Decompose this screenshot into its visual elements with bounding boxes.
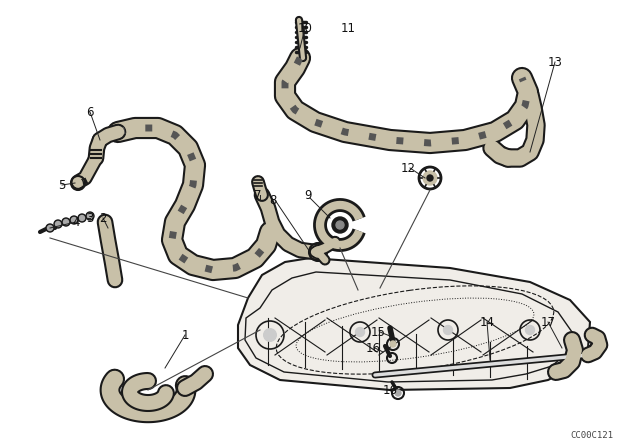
- Circle shape: [427, 175, 433, 181]
- Text: 12: 12: [401, 161, 415, 175]
- Text: 7: 7: [254, 189, 262, 202]
- Circle shape: [72, 217, 77, 223]
- Circle shape: [63, 220, 68, 224]
- Circle shape: [74, 179, 82, 187]
- Text: 16: 16: [383, 383, 397, 396]
- Text: 9: 9: [304, 189, 312, 202]
- Text: 14: 14: [479, 315, 495, 328]
- Text: 13: 13: [548, 56, 563, 69]
- Circle shape: [336, 221, 344, 229]
- Circle shape: [88, 214, 93, 219]
- Circle shape: [79, 215, 84, 220]
- Polygon shape: [238, 258, 590, 390]
- Circle shape: [46, 224, 54, 232]
- Text: 5: 5: [58, 178, 66, 191]
- Text: CC00C121: CC00C121: [570, 431, 614, 439]
- Circle shape: [423, 171, 437, 185]
- Text: 11: 11: [340, 22, 355, 34]
- Circle shape: [62, 218, 70, 226]
- Text: 16: 16: [365, 341, 381, 354]
- Circle shape: [313, 247, 323, 257]
- Circle shape: [78, 214, 86, 222]
- Circle shape: [390, 341, 396, 347]
- Text: 17: 17: [541, 315, 556, 328]
- Text: 4: 4: [72, 215, 80, 228]
- Circle shape: [70, 216, 78, 224]
- Text: 8: 8: [269, 194, 276, 207]
- Circle shape: [56, 221, 61, 227]
- Circle shape: [395, 390, 401, 396]
- Circle shape: [332, 217, 348, 233]
- Circle shape: [444, 326, 452, 335]
- Text: 2: 2: [99, 211, 107, 224]
- Circle shape: [525, 326, 534, 335]
- Text: 3: 3: [86, 211, 93, 224]
- Circle shape: [54, 220, 62, 228]
- Circle shape: [86, 212, 94, 220]
- Text: 15: 15: [371, 326, 385, 339]
- Text: 6: 6: [86, 105, 93, 119]
- Text: 10: 10: [298, 22, 312, 34]
- Circle shape: [264, 329, 276, 341]
- Circle shape: [355, 327, 365, 336]
- Circle shape: [47, 225, 52, 231]
- Text: 1: 1: [181, 328, 189, 341]
